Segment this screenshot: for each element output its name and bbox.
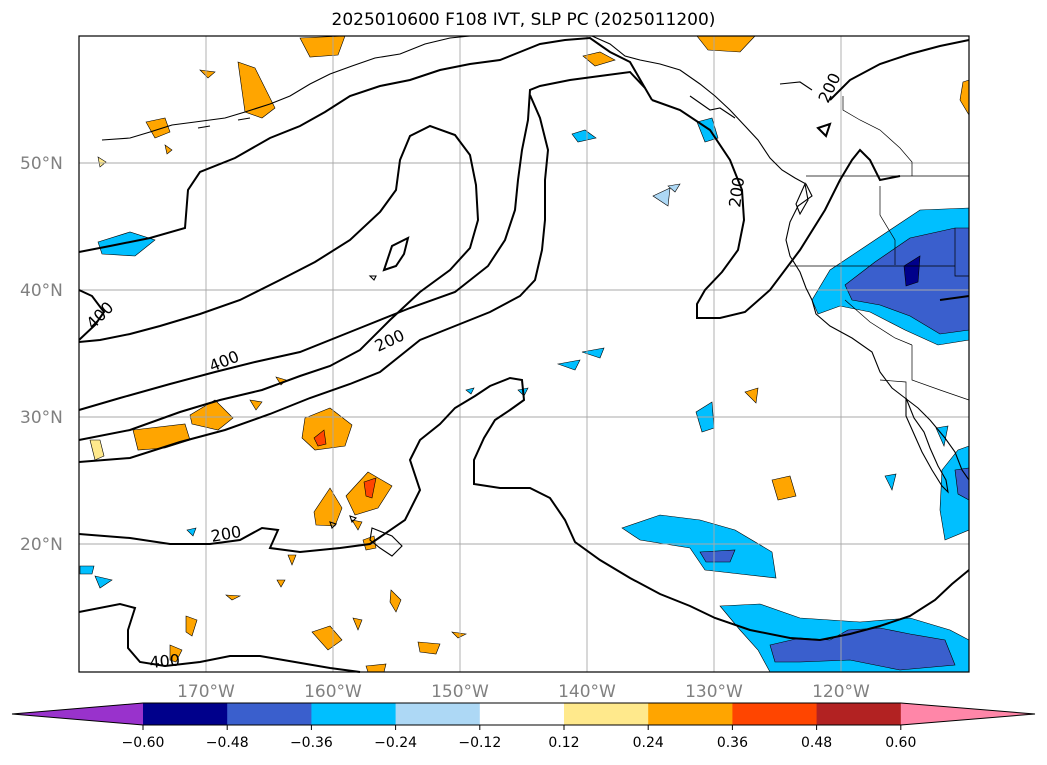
map-frame	[78, 35, 970, 673]
colorbar-segment	[564, 703, 649, 725]
lat-label: 30°N	[20, 408, 63, 428]
political-borders	[790, 96, 970, 401]
lon-label: 140°W	[558, 682, 616, 702]
colorbar-segment	[479, 703, 565, 725]
lon-label: 120°W	[812, 682, 870, 702]
colorbar-tick-label: 0.12	[548, 735, 579, 751]
lon-label: 160°W	[304, 682, 362, 702]
latitude-labels: 50°N 40°N 30°N 20°N	[20, 154, 63, 555]
colorbar-segment	[816, 703, 902, 725]
map-panel: 200 200 200 400 400 200 400	[78, 35, 970, 673]
colorbar-tick-label: −0.36	[290, 735, 333, 751]
contour-label: 200	[725, 176, 748, 209]
graticule	[79, 36, 969, 672]
colorbar-tick-label: −0.24	[374, 735, 417, 751]
lon-label: 130°W	[685, 682, 743, 702]
lat-label: 50°N	[20, 154, 63, 174]
map-background	[79, 36, 969, 672]
colorbar-segment	[311, 703, 397, 725]
coastlines	[101, 35, 970, 557]
colorbar-tick-label: 0.48	[801, 735, 832, 751]
longitude-labels: 170°W 160°W 150°W 140°W 130°W 120°W	[177, 682, 870, 702]
contour-label: 400	[149, 650, 181, 672]
ivt-negative-anomalies	[79, 117, 970, 673]
lat-label: 40°N	[20, 281, 63, 301]
colorbar-segment	[227, 703, 312, 725]
colorbar: −0.60 −0.48 −0.36 −0.24 −0.12 0.12 0.24 0.36 0.4…	[11, 702, 1036, 751]
colorbar-tick-label: −0.60	[122, 735, 165, 751]
colorbar-segment	[395, 703, 481, 725]
colorbar-extend-max	[900, 703, 1035, 725]
colorbar-extend-min	[12, 703, 143, 725]
colorbar-tick-label: 0.24	[633, 735, 664, 751]
slp-contours	[78, 36, 970, 673]
colorbar-tick-label: 0.60	[885, 735, 916, 751]
lat-label: 20°N	[20, 535, 63, 555]
lon-label: 150°W	[431, 682, 489, 702]
ivt-positive-anomalies	[89, 35, 970, 673]
colorbar-tick-label: −0.48	[206, 735, 249, 751]
colorbar-segment	[648, 703, 733, 725]
colorbar-segment	[732, 703, 818, 725]
colorbar-tick-label: −0.12	[458, 735, 501, 751]
map-title: 2025010600 F108 IVT, SLP PC (2025011200)	[331, 10, 716, 30]
lon-label: 170°W	[177, 682, 235, 702]
colorbar-segment	[143, 703, 228, 725]
colorbar-tick-label: 0.36	[717, 735, 748, 751]
